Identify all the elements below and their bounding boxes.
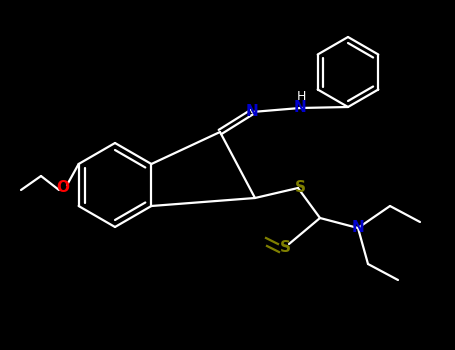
Text: N: N xyxy=(352,220,364,236)
Text: N: N xyxy=(246,105,258,119)
Text: H: H xyxy=(296,90,306,103)
Text: S: S xyxy=(279,240,290,256)
Text: O: O xyxy=(56,181,70,196)
Text: S: S xyxy=(294,180,305,195)
Text: N: N xyxy=(293,100,306,116)
